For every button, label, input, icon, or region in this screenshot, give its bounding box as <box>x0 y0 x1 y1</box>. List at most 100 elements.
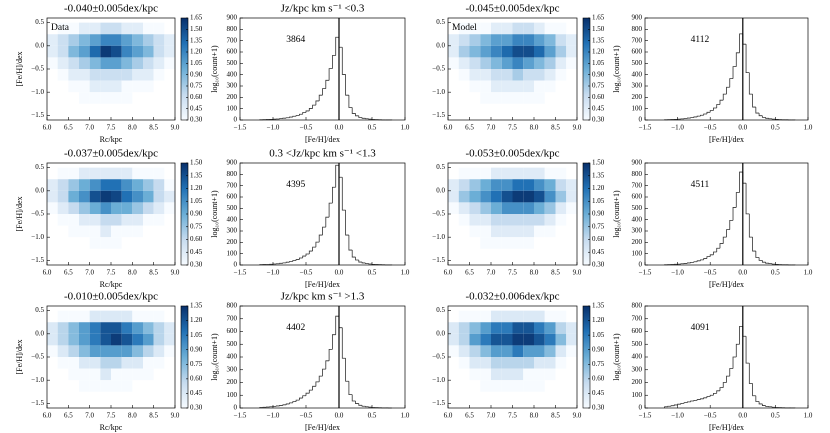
hex-cell <box>47 333 58 346</box>
histogram-bin <box>361 117 366 119</box>
hex-cell <box>121 310 133 323</box>
hex-cell <box>512 333 524 346</box>
histogram-bin <box>358 115 363 118</box>
x-tick-label: 8.5 <box>149 412 158 420</box>
histogram-bin <box>758 113 763 117</box>
hex-cell <box>89 225 101 238</box>
histogram-bin <box>358 260 363 263</box>
hex-cell <box>512 34 524 46</box>
hex-cell <box>448 179 459 191</box>
hex-cell <box>47 190 58 203</box>
colorbar-tick-label: 1.35 <box>190 302 203 310</box>
hex-cell <box>164 345 175 357</box>
y-tick-label: 0.5 <box>436 306 445 314</box>
hex-cell <box>89 34 101 46</box>
colorbar-label: log₁₀(count+1) <box>210 190 219 238</box>
hex-cell <box>491 190 502 203</box>
hex-cell <box>89 345 101 357</box>
hex-cell <box>491 310 502 323</box>
y-tick-label: 400 <box>632 215 643 223</box>
hex-cell <box>469 69 481 81</box>
hex-cell <box>491 357 502 369</box>
x-tick-label: 0.5 <box>368 412 377 420</box>
hex-cell <box>68 34 79 46</box>
y-tick-label: 0 <box>234 116 238 124</box>
x-tick-label: 0.5 <box>368 269 377 277</box>
hex-cell <box>100 190 111 203</box>
y-tick-label: 100 <box>227 391 238 399</box>
hex-cell <box>491 345 502 357</box>
histogram-bin <box>758 257 763 261</box>
hex-cell <box>79 167 90 180</box>
hex-cell <box>458 69 470 81</box>
y-tick-label: 500 <box>227 204 238 212</box>
hex-cell <box>458 322 470 334</box>
x-tick-label: 8.0 <box>530 269 539 277</box>
histogram-bin <box>302 112 306 115</box>
hex-cell <box>469 202 481 214</box>
hex-cell <box>523 202 534 214</box>
hex-cell <box>153 57 165 69</box>
panel-title: 0.3 <Jz/kpc km s⁻¹ <1.3 <box>269 148 376 160</box>
colorbar-tick-label: 0.75 <box>592 222 605 230</box>
histogram-bin <box>755 107 760 114</box>
histogram-bin <box>365 406 369 408</box>
hex-cell <box>100 57 111 69</box>
x-tick-label: −0.5 <box>704 412 717 420</box>
hex-cell <box>111 190 122 203</box>
colorbar-tick-label: 0.60 <box>592 374 605 382</box>
x-axis-label: [Fe/H]/dex <box>305 280 340 289</box>
hex-cell <box>79 357 90 369</box>
histogram-bin <box>358 403 363 406</box>
hex-cell <box>111 179 122 191</box>
hex-cell <box>469 45 481 58</box>
x-tick-label: 6.5 <box>465 269 474 277</box>
colorbar-tick-label: 1.05 <box>592 331 605 339</box>
histogram-bin <box>279 405 283 406</box>
hex-cell <box>100 357 111 369</box>
hex-cell <box>512 322 524 334</box>
y-tick-label: 500 <box>632 340 643 348</box>
hex-cell <box>68 22 79 35</box>
histogram-bin <box>325 360 330 370</box>
x-tick-label: −1.0 <box>671 124 684 132</box>
histogram-bin <box>745 44 750 74</box>
panel-annotation: Model <box>452 23 477 33</box>
hex-cell <box>501 345 513 357</box>
histogram-bin <box>706 256 711 259</box>
colorbar-tick-label: 1.20 <box>190 316 203 324</box>
hex-cell <box>111 34 122 46</box>
hex-cell <box>153 179 165 191</box>
histogram-bin <box>765 262 769 264</box>
hex-cell <box>512 179 524 191</box>
histogram-bin <box>680 403 685 405</box>
histogram-bin <box>312 246 316 252</box>
hex-cell <box>164 179 175 191</box>
x-tick-label: −0.5 <box>704 269 717 277</box>
hex-cell <box>534 225 545 238</box>
panel-title: -0.037±0.005dex/kpc <box>64 148 158 160</box>
histogram-bin <box>706 396 711 398</box>
hex-cell <box>544 22 556 35</box>
histogram-bin <box>732 356 737 369</box>
hex-cell <box>512 310 524 323</box>
y-tick-label: 100 <box>632 391 643 399</box>
hex-cell <box>512 202 524 214</box>
hex-cell <box>121 357 133 369</box>
y-tick-label: −1.5 <box>31 111 44 119</box>
x-tick-label: 6.5 <box>64 412 73 420</box>
y-tick-label: 0.5 <box>35 163 44 171</box>
hex-cell <box>555 179 567 191</box>
colorbar-tick-label: 0.30 <box>592 404 605 412</box>
histogram-bin <box>748 213 753 238</box>
histogram-bin <box>332 186 336 204</box>
axes-frame <box>644 305 809 409</box>
hex-cell <box>68 368 79 381</box>
hex-cell <box>143 310 154 323</box>
x-tick-label: 0.0 <box>335 412 344 420</box>
colorbar-tick-label: 1.20 <box>190 184 203 192</box>
histogram-bin <box>739 326 743 345</box>
x-tick-label: 7.5 <box>107 412 116 420</box>
hex-cell <box>458 333 470 346</box>
hex-cell <box>491 80 502 93</box>
